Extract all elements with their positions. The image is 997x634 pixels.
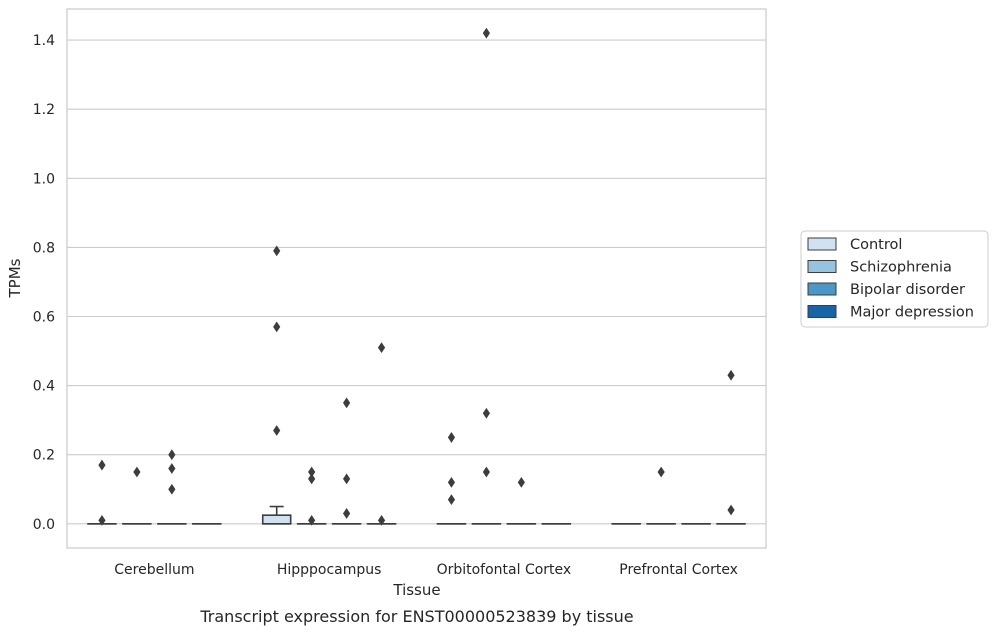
y-tick-label: 0.6	[33, 310, 55, 326]
outlier-point	[168, 483, 176, 495]
outlier-point	[727, 369, 735, 381]
legend-label: Major depression	[850, 305, 974, 321]
y-tick-label: 0.2	[33, 448, 55, 464]
outlier-point	[517, 476, 525, 488]
outlier-point	[727, 504, 735, 516]
outlier-point	[308, 466, 316, 478]
outlier-point	[482, 407, 490, 419]
outlier-point	[447, 476, 456, 488]
y-tick-label: 1.2	[33, 102, 55, 118]
legend-label: Schizophrenia	[850, 260, 952, 276]
plot-area-frame	[66, 8, 767, 549]
x-tick-label: Cerebellum	[114, 562, 194, 578]
y-tick-label: 1.0	[33, 171, 55, 187]
y-axis-label: TPMs	[6, 258, 24, 298]
outlier-point	[308, 473, 316, 485]
y-tick-label: 0.8	[33, 240, 55, 256]
legend-swatch	[807, 305, 837, 318]
outlier-point	[482, 27, 490, 39]
x-ticks: Cerebellum Hipppocampus Orbitofontal Corte…	[114, 562, 738, 578]
legend-swatch	[807, 260, 837, 273]
legend-label: Control	[850, 237, 902, 253]
outlier-point	[482, 466, 490, 478]
x-axis-label: Tissue	[392, 581, 440, 599]
box-body	[261, 514, 292, 525]
outlier-point	[343, 397, 351, 409]
outliers	[98, 27, 735, 526]
y-tick-label: 0.4	[33, 379, 55, 395]
outlier-point	[273, 245, 281, 257]
outlier-point	[377, 514, 386, 526]
outlier-point	[308, 514, 316, 526]
gridlines	[67, 39, 766, 525]
y-ticks: 0.0 0.2 0.4 0.6 0.8 1.0 1.2 1.4	[33, 33, 55, 533]
outlier-point	[168, 463, 176, 474]
outlier-point	[98, 514, 106, 526]
legend: Control Schizophrenia Bipolar disorder Majo…	[800, 230, 989, 328]
legend-swatch	[807, 237, 837, 251]
legend-swatch	[807, 282, 837, 296]
outlier-point	[377, 342, 386, 354]
outlier-point	[273, 321, 281, 333]
chart-caption: Transcript expression for ENST0000052383…	[199, 607, 633, 626]
outlier-point	[98, 459, 106, 471]
x-tick-label: Prefrontal Cortex	[619, 562, 738, 578]
outlier-point	[133, 466, 141, 478]
y-tick-label: 1.4	[33, 33, 55, 49]
outlier-point	[447, 432, 456, 443]
legend-label: Bipolar disorder	[850, 282, 965, 298]
outlier-point	[343, 473, 351, 485]
outlier-point	[168, 449, 176, 461]
outlier-point	[447, 494, 456, 506]
y-tick-label: 0.0	[33, 517, 55, 533]
legend-frame	[800, 230, 989, 328]
x-tick-label: Hipppocampus	[277, 562, 382, 578]
outlier-point	[273, 425, 281, 436]
outlier-point	[657, 466, 665, 478]
box-control	[261, 505, 292, 525]
outlier-point	[343, 508, 351, 519]
x-tick-label: Orbitofontal Cortex	[437, 562, 572, 578]
boxes	[87, 505, 746, 525]
